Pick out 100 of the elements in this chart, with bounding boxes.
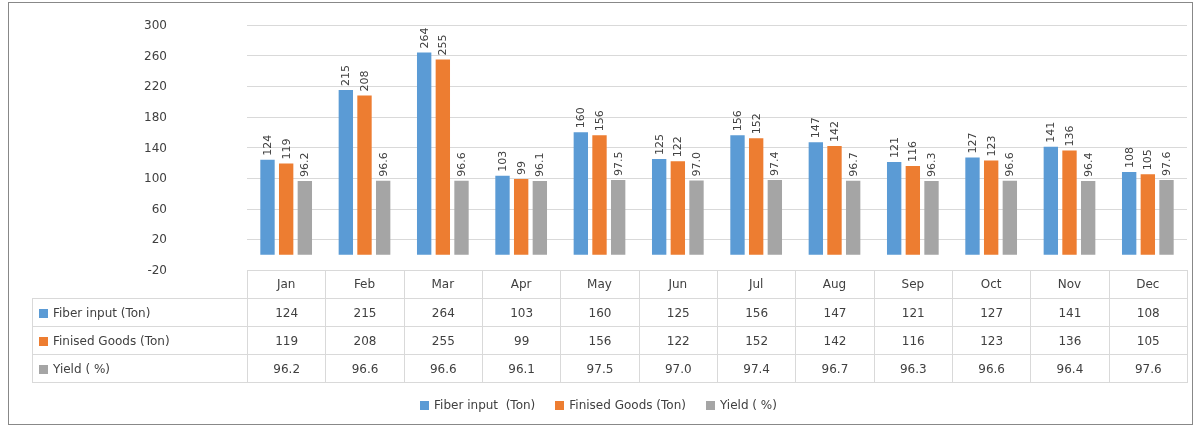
bar (375, 180, 391, 255)
bar (1140, 174, 1156, 255)
y-tick-label: 260 (144, 48, 167, 63)
bar (592, 135, 607, 255)
bar (1043, 146, 1059, 255)
bar (748, 138, 764, 255)
y-tick-label: 180 (144, 109, 167, 124)
data-label: 160 (560, 298, 640, 327)
bar (532, 181, 548, 255)
text: 96.4 (1081, 152, 1095, 177)
text: 141 (1044, 121, 1058, 143)
y-tick-label: 60 (151, 201, 167, 216)
data-label: 96.6 (952, 354, 1031, 383)
data-label: 121 (874, 298, 953, 327)
data-label: 97.5 (560, 354, 640, 383)
data-label: 142 (795, 326, 875, 355)
bar (495, 175, 510, 255)
data-label: 105 (1109, 326, 1188, 355)
x-tick-label: Mar (431, 277, 455, 291)
bar (1121, 172, 1137, 255)
text: 96.6 (376, 152, 390, 177)
data-label: 99 (482, 326, 561, 355)
text: Fiber input (Ton) (434, 398, 536, 412)
bar (965, 157, 980, 255)
data-label: 122 (639, 326, 718, 355)
data-label: 96.2 (247, 354, 326, 383)
data-label: 124 (247, 298, 326, 327)
data-label: 97.4 (717, 354, 796, 383)
text: 152 (749, 113, 763, 135)
text: 96.6 (455, 152, 468, 177)
x-tick-label: Jun (667, 277, 688, 291)
text: 99 (514, 160, 528, 175)
bar (767, 180, 783, 255)
bar (357, 95, 372, 255)
data-label: 136 (1030, 326, 1110, 355)
text: 97.4 (768, 151, 782, 177)
bar (513, 178, 529, 255)
text: 156 (731, 110, 744, 132)
text: 142 (828, 120, 841, 142)
bar (808, 142, 824, 255)
x-tick-label: Sep (901, 277, 925, 291)
bar (1062, 150, 1077, 255)
data-label: 103 (482, 298, 561, 327)
y-tick-label: 220 (144, 79, 167, 94)
data-label: 156 (560, 326, 640, 355)
text: 156 (593, 110, 606, 132)
text: 123 (984, 135, 998, 157)
text: 105 (1141, 149, 1155, 171)
text: 208 (358, 70, 371, 92)
bar (338, 90, 354, 255)
text: 96.7 (846, 152, 860, 177)
text: 147 (809, 117, 823, 139)
data-label: 152 (717, 326, 796, 355)
data-label: 255 (404, 326, 483, 355)
text: 108 (1122, 147, 1136, 168)
data-label: 96.6 (325, 354, 405, 383)
bar (260, 159, 275, 255)
bar (610, 180, 626, 255)
bar (573, 132, 589, 255)
data-label: 96.1 (482, 354, 561, 383)
x-tick-label: Jan (275, 277, 296, 291)
text: 97.0 (690, 151, 703, 177)
text: 125 (652, 133, 666, 155)
y-tick-label: 20 (151, 232, 167, 247)
data-label: 156 (717, 298, 796, 327)
bar (827, 145, 842, 255)
bar (845, 180, 861, 255)
bar (297, 181, 313, 255)
data-label: 215 (325, 298, 405, 327)
bar (670, 161, 686, 255)
bar (651, 158, 667, 255)
x-tick-label: Apr (510, 277, 532, 291)
data-label: 96.7 (795, 354, 875, 383)
data-label: 96.6 (404, 354, 483, 383)
bar (435, 59, 451, 255)
text: 103 (496, 150, 509, 172)
y-tick-label: 140 (144, 140, 167, 155)
text: 127 (966, 132, 979, 154)
text: Finised Goods (Ton) (569, 398, 686, 412)
text: 96.3 (925, 152, 938, 177)
text: 160 (574, 107, 588, 129)
data-label: 108 (1109, 298, 1188, 327)
bar (886, 162, 902, 255)
data-label: 141 (1030, 298, 1110, 327)
data-label: 97.6 (1109, 354, 1188, 383)
data-label: 127 (952, 298, 1031, 327)
data-label: 125 (639, 298, 718, 327)
text: 96.6 (1003, 152, 1017, 177)
bar (454, 180, 469, 255)
legend-label: Yield ( %) (719, 398, 777, 412)
y-tick-label: -20 (147, 263, 167, 277)
text: 97.5 (611, 151, 625, 177)
bar (1080, 180, 1096, 255)
data-label: 119 (247, 326, 326, 355)
data-label: 96.4 (1030, 354, 1110, 383)
bar (416, 52, 432, 255)
y-tick-label: 100 (144, 171, 167, 186)
y-tick-label: 300 (144, 18, 167, 32)
text: 96.2 (298, 152, 312, 178)
bar (689, 180, 704, 255)
